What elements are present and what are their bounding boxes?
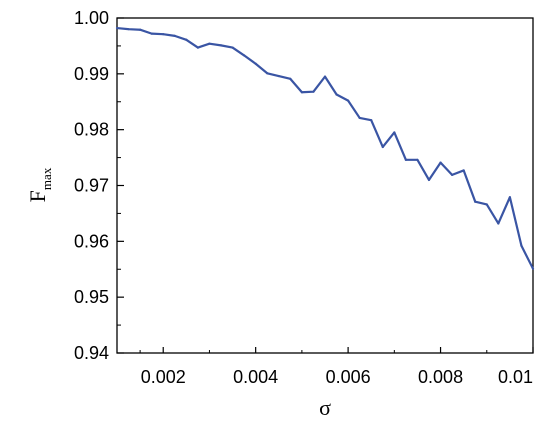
data-point xyxy=(462,169,465,172)
x-tick-label: 0.004 xyxy=(233,367,278,387)
data-point xyxy=(219,44,223,47)
svg-text:Fmax: Fmax xyxy=(25,167,54,202)
y-axis-label: Fmax xyxy=(25,167,54,202)
y-axis-label-sub: max xyxy=(39,167,54,190)
data-point xyxy=(115,26,119,30)
data-point xyxy=(439,161,442,164)
x-axis-label: σ xyxy=(319,395,331,420)
data-point xyxy=(531,267,535,270)
x-tick-label: 0.008 xyxy=(418,367,463,387)
data-point xyxy=(508,196,511,199)
y-axis: 0.94 0.95 0.96 0.97 0.98 0.99 1.00 xyxy=(74,8,124,363)
data-point xyxy=(497,222,500,225)
plot-area-frame xyxy=(116,17,534,354)
y-tick-label: 1.00 xyxy=(74,8,109,28)
data-point xyxy=(416,158,419,161)
y-tick-label: 0.99 xyxy=(74,64,109,84)
y-tick-label: 0.96 xyxy=(74,231,109,251)
series-line xyxy=(116,26,534,270)
data-point xyxy=(485,203,488,206)
data-point xyxy=(208,42,211,45)
data-point xyxy=(196,46,199,49)
data-point xyxy=(243,54,246,57)
data-point xyxy=(289,77,292,80)
x-tick-label: 0.006 xyxy=(326,367,371,387)
y-tick-label: 0.95 xyxy=(74,287,109,307)
data-point xyxy=(474,200,477,203)
data-point xyxy=(254,62,257,65)
data-point xyxy=(370,119,373,122)
data-point xyxy=(266,72,269,75)
data-point xyxy=(127,28,130,31)
data-point xyxy=(312,90,315,93)
y-tick-label: 0.98 xyxy=(74,120,109,140)
data-point xyxy=(323,75,327,78)
data-point xyxy=(404,158,407,161)
data-point xyxy=(393,131,396,134)
data-point xyxy=(358,116,361,120)
data-point xyxy=(173,34,176,37)
y-axis-label-main: F xyxy=(25,190,50,202)
x-tick-label: 0.002 xyxy=(141,367,186,387)
data-point xyxy=(347,99,350,102)
x-tick-label: 0.01 xyxy=(498,367,533,387)
y-tick-label: 0.94 xyxy=(74,343,109,363)
data-point xyxy=(300,91,303,94)
data-point xyxy=(231,46,234,49)
data-point xyxy=(381,145,384,149)
data-point xyxy=(185,38,188,41)
x-axis: 0.002 0.004 0.006 0.008 0.01 xyxy=(139,347,534,387)
data-point xyxy=(520,244,523,247)
data-point xyxy=(150,32,153,35)
data-point xyxy=(451,173,454,176)
data-point xyxy=(162,33,165,36)
data-point xyxy=(277,74,280,78)
series-points xyxy=(115,26,535,270)
data-point xyxy=(139,28,142,31)
data-point xyxy=(427,178,431,182)
y-tick-label: 0.97 xyxy=(74,176,109,196)
data-point xyxy=(335,93,338,96)
